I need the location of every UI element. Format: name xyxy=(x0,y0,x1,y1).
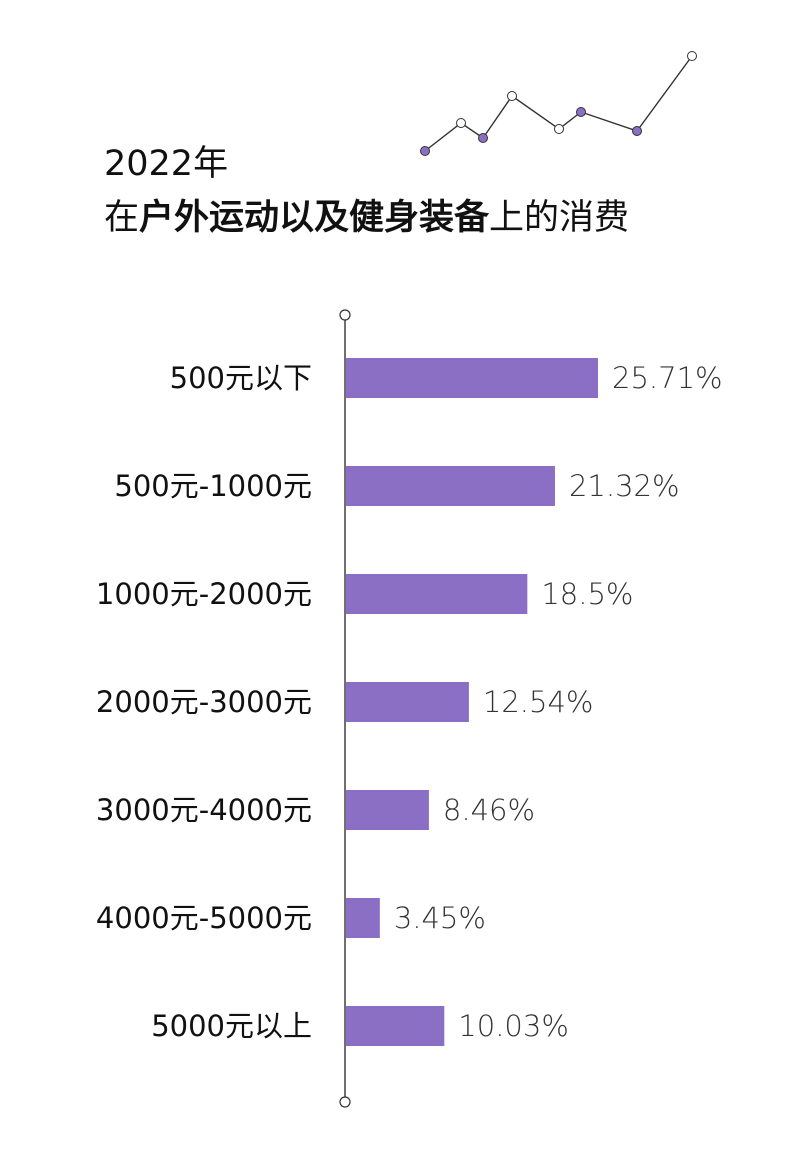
title-subject: 在户外运动以及健身装备上的消费 xyxy=(104,194,629,242)
decorative-dot-1 xyxy=(420,146,430,156)
value-label: 10.03% xyxy=(458,1009,569,1043)
chart-marks: 500元以下 25.71% 500元-1000元 21.32% 1000元-2000元 1… xyxy=(96,309,723,1108)
category-label: 500元以下 xyxy=(170,361,312,395)
value-label: 8.46% xyxy=(443,793,535,827)
bar xyxy=(346,682,469,722)
decorative-dot-7 xyxy=(632,126,642,136)
axis-top-cap xyxy=(339,309,351,321)
decorative-dot-2 xyxy=(456,118,466,128)
value-label: 21.32% xyxy=(569,469,680,503)
value-label: 3.45% xyxy=(394,901,486,935)
category-label: 5000元以上 xyxy=(151,1009,312,1043)
decorative-polyline xyxy=(424,55,693,152)
title-year: 2022年 xyxy=(104,144,229,184)
value-label: 12.54% xyxy=(483,685,594,719)
bar xyxy=(346,358,598,398)
decorative-dot-6 xyxy=(576,107,586,117)
decorative-dot-3 xyxy=(478,133,488,143)
decorative-dot-5 xyxy=(554,124,564,134)
bar xyxy=(346,574,528,614)
decorative-line-icon xyxy=(420,51,697,156)
value-label: 25.71% xyxy=(612,361,723,395)
category-label: 1000元-2000元 xyxy=(96,577,312,611)
bar xyxy=(346,898,380,938)
category-label: 2000元-3000元 xyxy=(96,685,312,719)
bar xyxy=(346,1006,445,1046)
title-emphasis: 户外运动以及健身装备 xyxy=(139,198,490,238)
decorative-dot-4 xyxy=(507,91,517,101)
decorative-dot-8 xyxy=(687,51,697,61)
axis-bottom-cap xyxy=(339,1096,351,1108)
value-label: 18.5% xyxy=(541,577,633,611)
chart-title: 2022年 在户外运动以及健身装备上的消费 xyxy=(104,142,629,242)
title-suffix: 上的消费 xyxy=(489,198,630,238)
bar xyxy=(346,790,429,830)
category-label: 3000元-4000元 xyxy=(96,793,312,827)
title-prefix: 在 xyxy=(104,198,140,238)
bar xyxy=(346,466,555,506)
bar-chart: 500元以下 25.71% 500元-1000元 21.32% 1000元-2000元 1… xyxy=(96,309,723,1108)
category-label: 500元-1000元 xyxy=(114,469,312,503)
category-label: 4000元-5000元 xyxy=(96,901,312,935)
